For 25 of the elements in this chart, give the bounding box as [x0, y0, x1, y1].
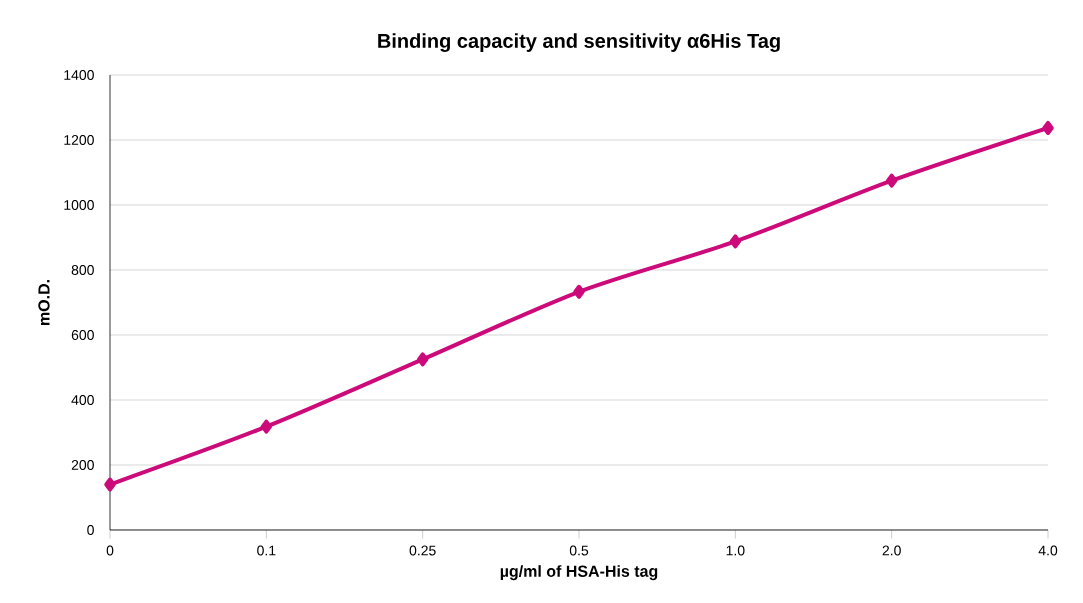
point	[416, 352, 429, 367]
y-tick-label: 0	[87, 525, 94, 535]
y-tick-label: 200	[71, 460, 94, 470]
point	[885, 173, 898, 188]
y-tick-label: 800	[71, 265, 94, 275]
point	[1042, 120, 1054, 135]
x-tick-label: 0.25	[409, 545, 436, 556]
point	[573, 284, 585, 299]
y-tick-label: 600	[71, 330, 94, 340]
x-tick-label: 4.0	[1038, 545, 1058, 556]
point	[260, 419, 273, 434]
x-tick-label: 2.0	[882, 545, 901, 556]
point	[104, 477, 116, 492]
x-tick-label: 0.5	[569, 545, 589, 556]
y-tick-label: 1200	[64, 135, 94, 145]
x-axis-title: µg/ml of HSA-His tag	[500, 565, 658, 581]
x-tick-label: 0.1	[257, 545, 276, 556]
point	[729, 234, 742, 249]
y-tick-label: 400	[71, 395, 94, 405]
x-tick-label: 0	[106, 545, 114, 556]
y-axis-title: mO.D.	[38, 280, 50, 325]
x-tick-label: 1.0	[726, 545, 745, 556]
y-tick-label: 1400	[64, 70, 94, 80]
chart-title: Binding capacity and sensitivity α6His Tag	[378, 33, 780, 53]
y-tick-label: 1000	[64, 200, 94, 210]
